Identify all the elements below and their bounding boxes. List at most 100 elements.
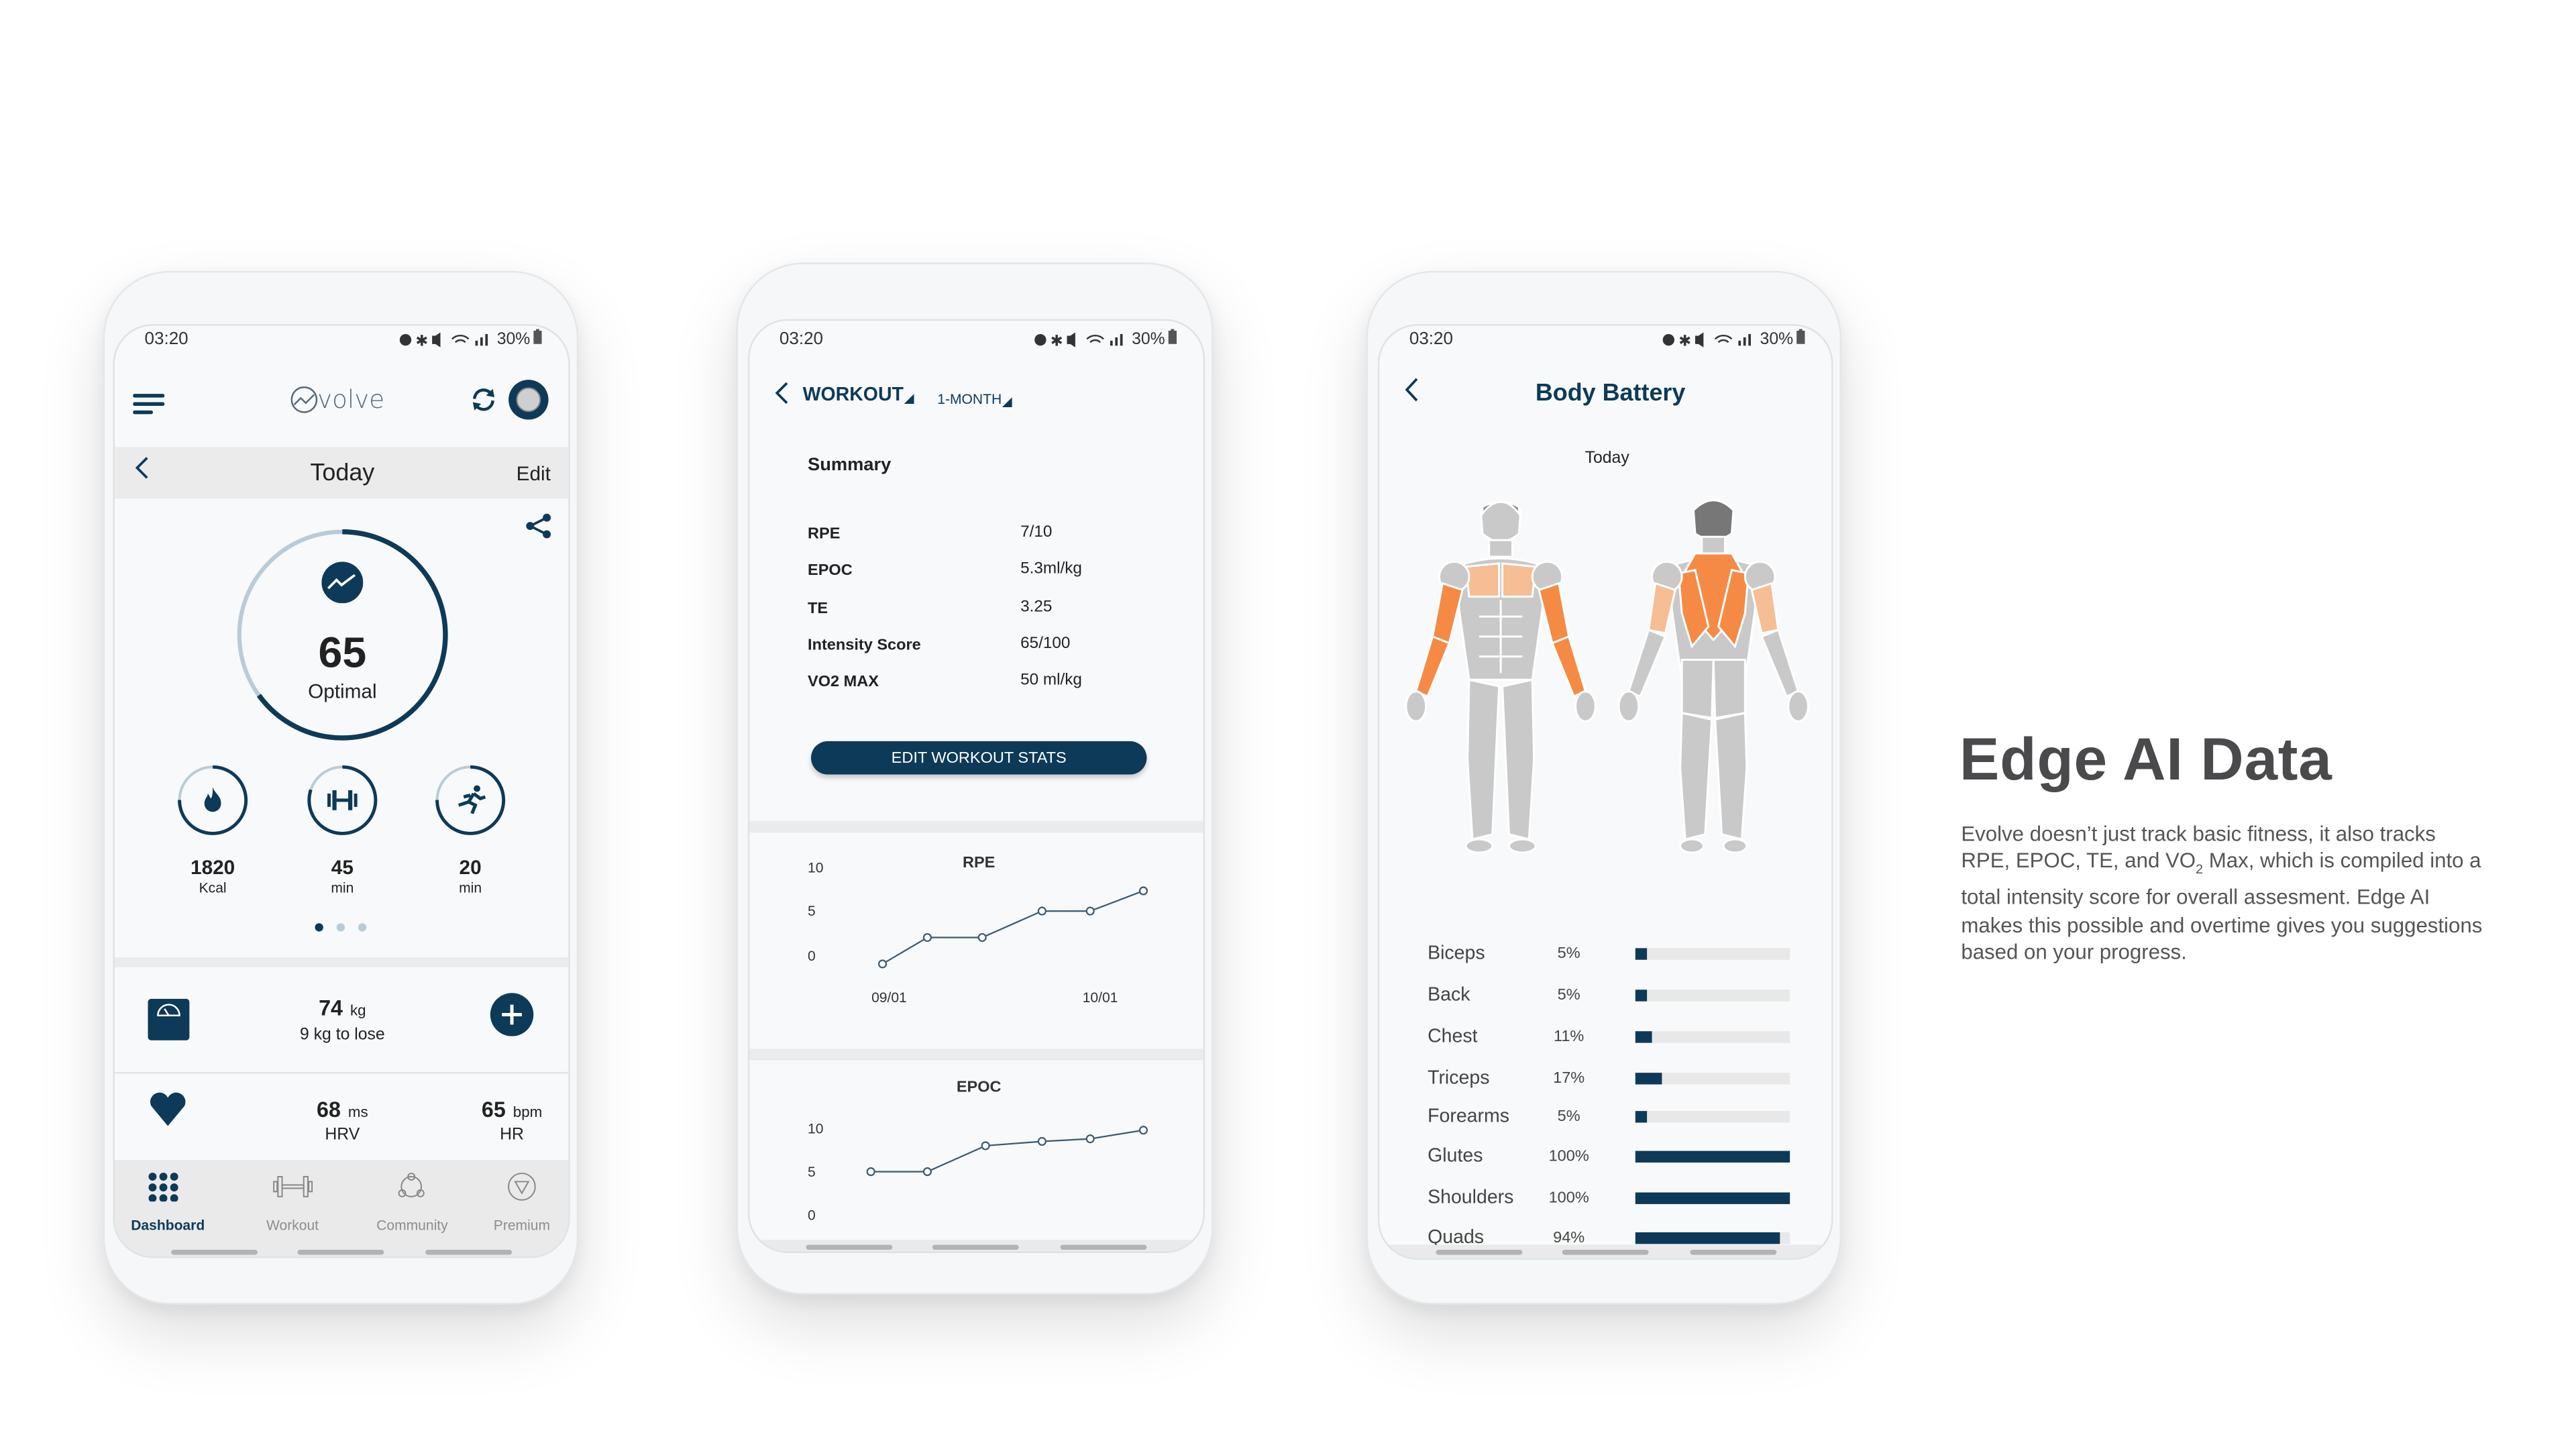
stat-ring[interactable] — [306, 763, 379, 845]
muscle-bar-track — [1635, 1031, 1790, 1043]
nav-item-premium[interactable]: Premium — [493, 1172, 551, 1234]
muscle-bar-fill — [1635, 1111, 1648, 1123]
nav-item-community[interactable]: Community — [376, 1172, 448, 1233]
back-chevron-icon[interactable] — [1403, 377, 1418, 411]
epoc-chart: EPOC 10 5 0 — [808, 1078, 1148, 1223]
muscle-percent: 100% — [1548, 1189, 1589, 1208]
stat-value: 1820 — [191, 855, 235, 879]
status-time: 03:20 — [779, 329, 824, 350]
page-dot[interactable] — [358, 923, 367, 932]
muscle-name: Biceps — [1428, 944, 1485, 964]
hrv-number: 68 — [317, 1097, 341, 1122]
muscle-name: Shoulders — [1428, 1188, 1514, 1209]
series-line — [871, 1129, 1144, 1173]
data-point[interactable] — [1138, 1126, 1148, 1135]
home-indicator — [1562, 1250, 1649, 1254]
share-icon[interactable] — [525, 513, 552, 547]
muscle-percent: 5% — [1557, 1108, 1580, 1126]
muscle-bar-fill — [1635, 1073, 1662, 1085]
summary-label: RPE — [808, 525, 841, 544]
edit-button[interactable]: Edit — [516, 462, 551, 486]
data-point[interactable] — [981, 1141, 990, 1150]
muscle-bar-track — [1635, 1111, 1790, 1123]
stat-ring[interactable] — [434, 763, 507, 845]
sync-icon[interactable] — [470, 387, 498, 421]
back-chevron-icon[interactable] — [773, 382, 788, 413]
svg-text:✱: ✱ — [415, 332, 428, 347]
data-point[interactable] — [922, 1167, 932, 1177]
hr-number: 65 — [481, 1097, 506, 1122]
nav-item-dashboard[interactable]: Dashboard — [131, 1172, 205, 1233]
status-icons: ✱ 30% — [1032, 329, 1177, 350]
home-indicator — [806, 1244, 893, 1249]
page-dot[interactable] — [315, 923, 323, 932]
nav-label: Premium — [493, 1216, 551, 1234]
status-icons: ✱ 30% — [397, 329, 542, 350]
data-point[interactable] — [1037, 1136, 1046, 1146]
promo-title: Edge AI Data — [1959, 724, 2332, 793]
rpe-chart: RPE 10 5 0 09/01 10/01 — [808, 853, 1148, 1006]
data-point[interactable] — [922, 932, 932, 943]
evolve-logo: volve — [289, 383, 396, 425]
muscle-bar-track — [1635, 1192, 1790, 1204]
promo-body-text: Max, which is compiled into a total inte… — [1961, 849, 2483, 965]
trend-icon — [321, 561, 364, 611]
workout-type-dropdown[interactable]: WORKOUT — [803, 386, 914, 405]
stat-value: 45 — [331, 855, 354, 879]
back-chevron-icon[interactable] — [133, 456, 148, 488]
dumbbell-icon — [327, 790, 358, 810]
svg-text:volve: volve — [317, 385, 384, 414]
status-time: 03:20 — [144, 329, 189, 350]
weight-goal: 9 kg to lose — [299, 1026, 385, 1045]
muscle-bar-track — [1635, 1232, 1790, 1244]
score-ring — [237, 529, 448, 741]
status-icons-glyphs: ✱ — [1662, 332, 1751, 347]
x-tick-label: 10/01 — [1083, 990, 1118, 1006]
edit-workout-stats-button[interactable]: EDIT WORKOUT STATS — [810, 741, 1147, 775]
data-point[interactable] — [877, 959, 888, 969]
summary-value: 50 ml/kg — [1020, 671, 1082, 690]
flame-icon — [204, 787, 221, 812]
gesture-bar — [749, 1240, 1203, 1252]
data-point[interactable] — [1085, 1134, 1095, 1144]
weight-value: 74 kg — [319, 994, 366, 1024]
page-dot[interactable] — [336, 923, 345, 932]
data-point[interactable] — [1037, 906, 1046, 916]
summary-value: 5.3ml/kg — [1020, 559, 1082, 579]
score-value: 65 — [318, 627, 367, 678]
muscle-bar-fill — [1635, 1031, 1653, 1043]
muscle-percent: 5% — [1557, 986, 1580, 1005]
summary-value: 3.25 — [1020, 598, 1053, 617]
data-point[interactable] — [866, 1167, 875, 1177]
data-point[interactable] — [1085, 906, 1095, 916]
scale-icon — [148, 998, 190, 1049]
stat-unit: min — [331, 879, 354, 896]
data-point[interactable] — [977, 932, 987, 943]
body-front-figure — [1405, 500, 1597, 854]
hrv-unit: ms — [347, 1104, 368, 1120]
section-divider — [114, 957, 569, 967]
device-avatar[interactable] — [508, 379, 549, 429]
y-tick-label: 10 — [808, 1122, 823, 1137]
svg-text:✱: ✱ — [1678, 332, 1691, 347]
status-icons-glyphs: ✱ — [1034, 332, 1123, 347]
workout-screen: 03:20 ✱ 30% WORKOUT 1-MONTH Summary RPE 7/… — [747, 319, 1205, 1253]
period-dropdown[interactable]: 1-MONTH — [937, 390, 1012, 407]
gesture-bar — [1379, 1244, 1832, 1258]
data-point[interactable] — [1138, 886, 1148, 896]
section-divider — [749, 1049, 1203, 1061]
promo-body: Evolve doesn’t just track basic fitness,… — [1961, 821, 2484, 967]
nav-item-workout[interactable]: Workout — [266, 1172, 319, 1233]
menu-icon[interactable] — [133, 392, 165, 424]
battery-icon — [1168, 329, 1177, 350]
y-tick-label: 5 — [808, 904, 816, 919]
chart-title: EPOC — [957, 1078, 1002, 1095]
stat-unit: Kcal — [199, 879, 227, 896]
hr-unit: bpm — [513, 1104, 543, 1120]
muscle-name: Glutes — [1428, 1146, 1483, 1167]
stat-ring[interactable] — [176, 763, 250, 845]
dumbbell-icon — [272, 1172, 313, 1210]
add-weight-button[interactable] — [490, 992, 535, 1045]
status-icons: ✱ 30% — [1660, 329, 1805, 350]
